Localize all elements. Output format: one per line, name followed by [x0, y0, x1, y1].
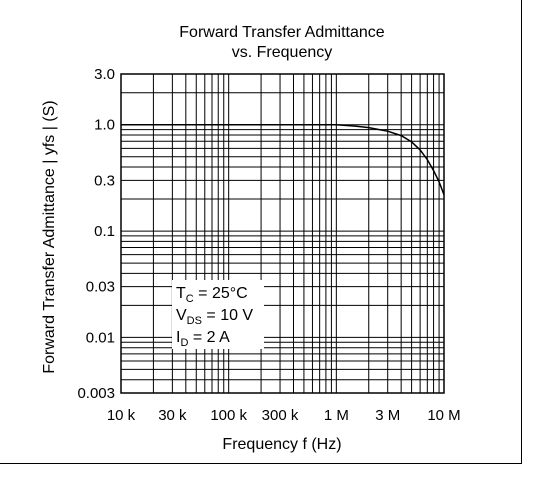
x-tick-label: 3 M — [375, 407, 400, 424]
series-line — [121, 123, 445, 195]
y-tick-label: 0.3 — [94, 172, 115, 189]
x-tick-label: 30 k — [158, 407, 187, 424]
plot-border — [120, 73, 445, 394]
chart-frame — [0, 0, 522, 464]
annotation-line-id: ID = 2 A — [176, 329, 230, 349]
annotation-line-tc: TC = 25°C — [176, 285, 248, 305]
y-tick-label: 3.0 — [94, 66, 115, 83]
y-tick-label: 0.03 — [86, 279, 115, 296]
x-tick-label: 100 k — [210, 407, 247, 424]
y-tick-label: 1.0 — [94, 117, 115, 134]
x-tick-label: 10 M — [427, 407, 460, 424]
y-tick-label: 0.003 — [77, 385, 115, 402]
y-axis-label: Forward Transfer Admittance | yfs | (S) — [41, 100, 58, 373]
x-axis-label: Frequency f (Hz) — [222, 436, 341, 453]
x-tick-label: 300 k — [262, 407, 299, 424]
annotation-line-vds: VDS = 10 V — [176, 307, 253, 327]
y-tick-label: 0.1 — [94, 223, 115, 240]
annotation-background — [172, 280, 264, 349]
y-tick-label: 0.01 — [86, 329, 115, 346]
y-tick-labels: 3.0 1.0 0.3 0.1 0.03 0.01 0.003 — [77, 66, 115, 402]
conditions-annotation: TC = 25°C VDS = 10 V ID = 2 A — [172, 280, 264, 349]
x-tick-labels: 10 k 30 k 100 k 300 k 1 M 3 M 10 M — [107, 407, 461, 424]
x-tick-label: 1 M — [324, 407, 349, 424]
chart-subtitle: vs. Frequency — [232, 44, 332, 61]
grid — [120, 73, 444, 394]
x-tick-label: 10 k — [107, 407, 136, 424]
chart-title: Forward Transfer Admittance — [179, 24, 385, 41]
